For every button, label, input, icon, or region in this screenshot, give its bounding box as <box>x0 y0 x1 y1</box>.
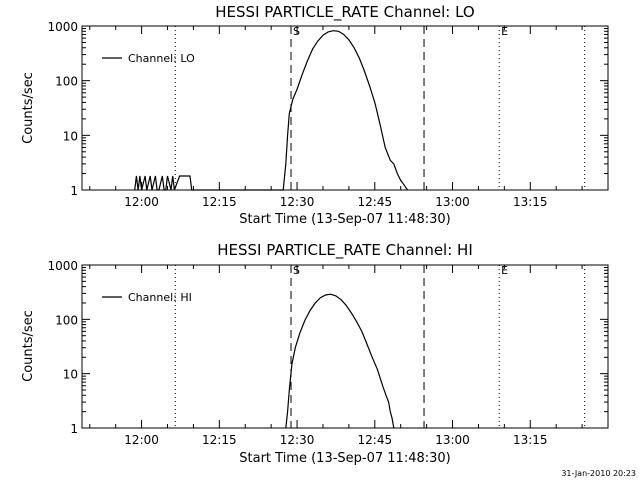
x-tick-label: 13:00 <box>435 195 470 209</box>
event-marker-label: S <box>293 25 300 38</box>
y-tick-label: 1 <box>70 184 78 198</box>
event-marker-label: S <box>293 264 300 277</box>
plot-frame <box>81 25 609 191</box>
legend: Channel: HI <box>102 291 192 304</box>
y-axis-label: Counts/sec <box>21 72 36 144</box>
x-axis-label: Start Time (13-Sep-07 11:48:30) <box>239 212 450 227</box>
chart-panel: HESSI PARTICLE_RATE Channel: HI 12:00 12:1… <box>21 241 609 466</box>
y-tick-label: 100 <box>55 313 78 327</box>
x-tick-label: 12:00 <box>124 433 159 447</box>
y-axis: 1 10 100 1000 <box>47 20 608 198</box>
x-tick-label: 13:00 <box>435 433 470 447</box>
x-axis-label: Start Time (13-Sep-07 11:48:30) <box>239 451 450 466</box>
event-marker-label: E <box>501 25 508 38</box>
chart-title: HESSI PARTICLE_RATE Channel: HI <box>217 241 473 260</box>
chart-title: HESSI PARTICLE_RATE Channel: LO <box>215 3 474 22</box>
y-axis-label: Counts/sec <box>21 310 36 382</box>
series-line <box>285 293 395 429</box>
chart-panel: HESSI PARTICLE_RATE Channel: LO 12:00 12:1… <box>21 3 609 227</box>
y-tick-label: 1000 <box>47 20 78 34</box>
y-tick-label: 1000 <box>47 259 78 273</box>
x-axis: 12:00 12:15 12:30 12:45 13:00 13:15 <box>89 265 609 447</box>
x-tick-label: 12:30 <box>280 195 315 209</box>
y-tick-label: 100 <box>55 75 78 89</box>
x-tick-label: 12:45 <box>358 195 393 209</box>
x-tick-label: 12:45 <box>358 433 393 447</box>
x-tick-label: 12:15 <box>202 195 237 209</box>
y-tick-label: 10 <box>63 368 78 382</box>
legend-entry: Channel: LO <box>128 52 195 65</box>
event-marker-label: E <box>501 264 508 277</box>
y-axis: 1 10 100 1000 <box>47 259 608 436</box>
x-tick-label: 13:15 <box>513 195 548 209</box>
x-tick-label: 12:30 <box>280 433 315 447</box>
x-axis: 12:00 12:15 12:30 12:45 13:00 13:15 <box>89 26 609 209</box>
legend-entry: Channel: HI <box>128 291 192 304</box>
plot-frame <box>81 264 609 429</box>
x-tick-label: 12:15 <box>202 433 237 447</box>
legend: Channel: LO <box>102 52 195 65</box>
series-line <box>134 30 409 191</box>
y-tick-label: 1 <box>70 422 78 436</box>
y-tick-label: 10 <box>63 129 78 143</box>
footer-timestamp: 31-Jan-2010 20:23 <box>561 469 636 478</box>
x-tick-label: 13:15 <box>513 433 548 447</box>
x-tick-label: 12:00 <box>124 195 159 209</box>
